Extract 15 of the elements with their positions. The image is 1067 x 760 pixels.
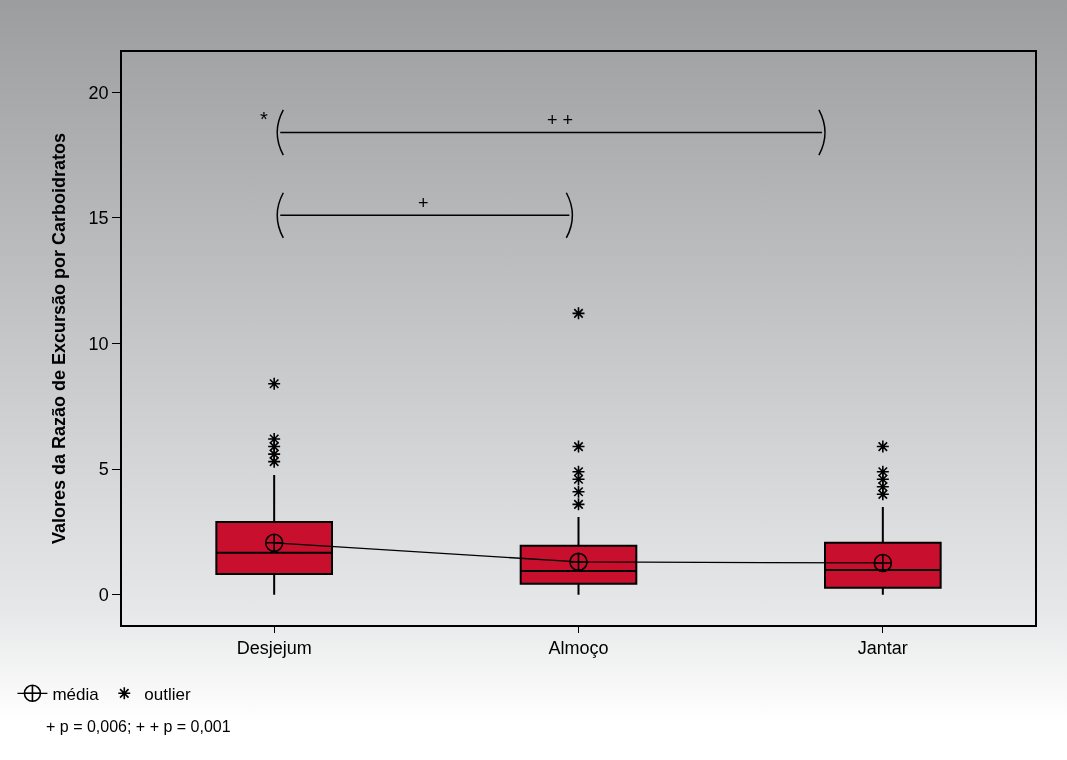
legend-label: média: [52, 684, 100, 704]
x-tick-label: Almoço: [548, 638, 609, 659]
y-tick-label: 10: [88, 333, 109, 354]
y-tick-label: 0: [98, 585, 109, 606]
annotation: *: [260, 108, 268, 130]
legend-label: outlier: [144, 684, 191, 704]
y-tick-label: 20: [88, 82, 109, 103]
text: + p = 0,006; + + p = 0,001: [46, 718, 231, 735]
y-axis-title: Valores da Razão de Excursão por Carboidratos: [49, 132, 70, 545]
y-tick-label: 5: [98, 459, 109, 480]
y-tick-label: 15: [88, 208, 109, 229]
x-tick-label: Jantar: [857, 638, 908, 659]
x-tick-label: Desjejum: [236, 638, 312, 659]
annotation: + +: [547, 110, 574, 130]
annotation: +: [418, 193, 429, 213]
